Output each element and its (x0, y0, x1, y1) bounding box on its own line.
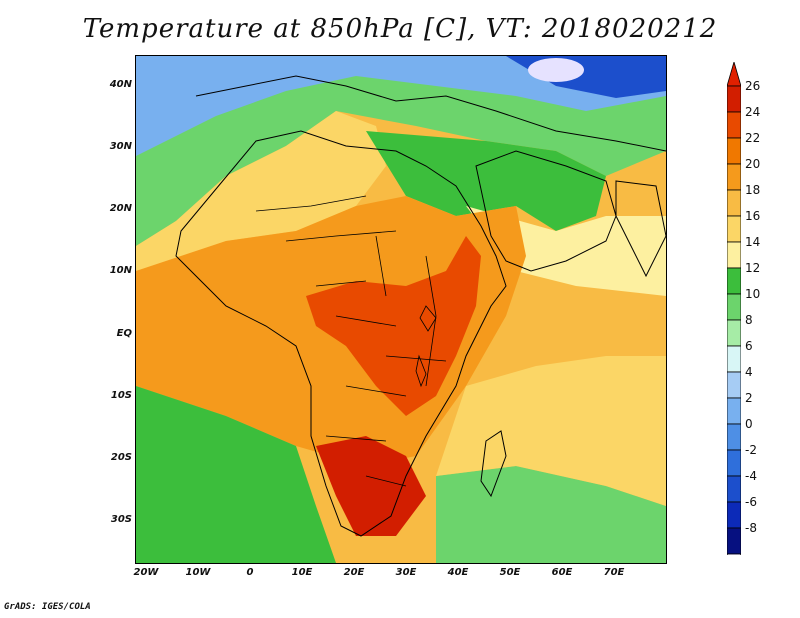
colorbar-over-arrow (727, 62, 741, 87)
colorbar-segment (727, 293, 741, 321)
colorbar-label: 10 (745, 287, 761, 301)
lat-label-20s: 20S (110, 452, 132, 463)
field-mid-green (366, 131, 606, 231)
colorbar-label: 16 (745, 209, 761, 223)
lon-label-40e: 40E (447, 567, 469, 578)
colorbar-segment (727, 371, 741, 399)
field-hottest-south (316, 436, 426, 536)
colorbar-segment (727, 397, 741, 425)
lat-label-20n: 20N (109, 203, 132, 214)
colorbar-segment (727, 345, 741, 373)
field-southeast-warm (436, 356, 666, 506)
colorbar-label: 22 (745, 131, 761, 145)
colorbar-under-arrow (727, 553, 741, 555)
field-hot-core (306, 236, 481, 416)
colorbar-segment (727, 475, 741, 503)
colorbar-label: 12 (745, 261, 761, 275)
lon-label-10e: 10E (291, 567, 313, 578)
colorbar-label: 26 (745, 79, 761, 93)
colorbar-label: 14 (745, 235, 761, 249)
madagascar-outline (480, 430, 507, 498)
lon-label-0: 0 (246, 567, 254, 578)
lon-label-20w: 20W (133, 567, 159, 578)
colorbar-segment (727, 267, 741, 295)
lat-label-10s: 10S (110, 390, 132, 401)
field-south-cold (136, 386, 336, 563)
colorbar-segment (727, 111, 741, 139)
colorbar (727, 62, 741, 555)
chart-title: Temperature at 850hPa [C], VT: 201802021… (82, 14, 718, 44)
field-sahara-cool (136, 111, 386, 271)
colorbar-label: 8 (745, 313, 753, 327)
colorbar-label: 4 (745, 365, 753, 379)
colorbar-segment (727, 423, 741, 451)
lat-label-30s: 30S (110, 514, 132, 525)
lon-label-30e: 30E (395, 567, 417, 578)
lat-label-10n: 10N (109, 265, 132, 276)
temperature-field (136, 56, 666, 563)
colorbar-label: 24 (745, 105, 761, 119)
africa-outline (175, 130, 507, 537)
colorbar-label: -8 (745, 521, 757, 535)
colorbar-segment (727, 449, 741, 477)
lat-label-30n: 30N (109, 141, 132, 152)
credit-text: GrADS: IGES/COLA (4, 602, 91, 612)
colorbar-segment (727, 501, 741, 529)
colorbar-label: 20 (745, 157, 761, 171)
colorbar-segment (727, 215, 741, 243)
colorbar-label: 0 (745, 417, 753, 431)
arabia-outline (475, 150, 617, 272)
field-north-cold (136, 56, 666, 246)
europe-outline (195, 75, 666, 152)
colorbar-segment (727, 241, 741, 269)
colorbar-label: -2 (745, 443, 757, 457)
colorbar-segment (727, 527, 741, 555)
colorbar-label: 2 (745, 391, 753, 405)
colorbar-label: 18 (745, 183, 761, 197)
borders (255, 195, 447, 487)
colorbar-label: -6 (745, 495, 757, 509)
colorbar-segment (727, 319, 741, 347)
temperature-map (135, 55, 667, 564)
field-cold-spot (528, 58, 584, 82)
lon-label-70e: 70E (603, 567, 625, 578)
lon-label-50e: 50E (499, 567, 521, 578)
lon-label-60e: 60E (551, 567, 573, 578)
lat-label-40n: 40N (109, 79, 132, 90)
india-outline (615, 180, 666, 278)
colorbar-segment (727, 163, 741, 191)
colorbar-label: -4 (745, 469, 757, 483)
lon-label-10w: 10W (185, 567, 211, 578)
colorbar-segment (727, 85, 741, 113)
lake-outline (415, 305, 437, 388)
lon-label-20e: 20E (343, 567, 365, 578)
lat-label-eq: EQ (116, 328, 132, 339)
colorbar-segment (727, 137, 741, 165)
colorbar-segment (727, 189, 741, 217)
colorbar-label: 6 (745, 339, 753, 353)
